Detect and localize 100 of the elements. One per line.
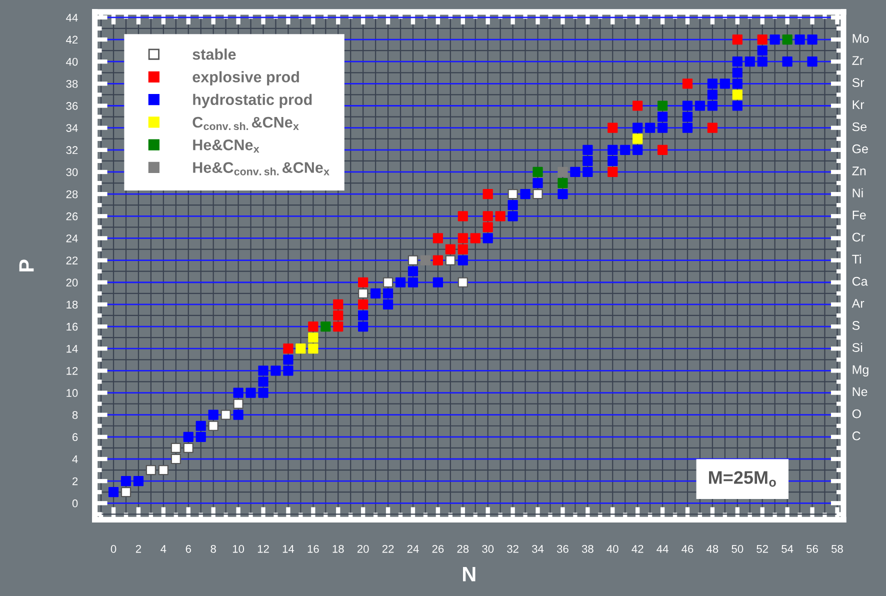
point <box>320 321 331 332</box>
point <box>208 420 218 431</box>
x-tick-label: 2 <box>136 545 142 553</box>
x-tick-label: 6 <box>186 545 191 553</box>
point <box>458 244 468 254</box>
y-tick-label: 6 <box>72 433 78 442</box>
point <box>482 189 493 200</box>
point <box>508 189 518 200</box>
point <box>458 277 468 288</box>
text: Ar <box>852 299 864 308</box>
legend-label: He&C$_{conv.sh.}$&CNe$_{x}$ <box>193 162 330 176</box>
point <box>657 144 668 155</box>
point <box>358 299 368 310</box>
x-tick-label: 32 <box>507 545 518 553</box>
text: Mg <box>852 365 868 377</box>
y-tick-label: 20 <box>66 278 78 287</box>
point <box>458 211 468 222</box>
x-tick-label: 24 <box>407 545 419 553</box>
x-tick-label: 34 <box>532 545 544 553</box>
text: Ne <box>852 387 868 396</box>
point <box>220 410 231 420</box>
point <box>333 299 344 310</box>
point <box>170 442 181 454</box>
text: Zr <box>852 56 864 65</box>
y-tick-label: 26 <box>66 212 78 220</box>
x-tick-label: 26 <box>432 545 444 553</box>
point <box>632 100 643 111</box>
point <box>408 255 418 266</box>
x-tick-label: 52 <box>756 545 768 553</box>
x-tick-label: 12 <box>258 545 269 553</box>
x-tick-label: 0 <box>110 545 116 553</box>
point <box>458 233 468 244</box>
y-tick-label: 16 <box>66 322 78 331</box>
point <box>420 255 431 266</box>
y-tick-label: 28 <box>66 190 78 198</box>
point <box>558 166 568 178</box>
point <box>732 90 742 100</box>
y-tick-label: 38 <box>66 80 78 88</box>
legend-label: explosive prod <box>192 71 299 86</box>
y-tick-label: 8 <box>72 411 78 419</box>
point <box>632 134 643 144</box>
text: S <box>852 321 860 330</box>
text: Ca <box>852 276 868 286</box>
point <box>333 321 344 332</box>
y-tick-label: 22 <box>66 256 78 264</box>
x-tick-label: 18 <box>332 545 344 553</box>
point <box>296 344 306 354</box>
y-tick-label: 34 <box>66 124 78 132</box>
legend-label: hydrostatic prod <box>193 94 312 108</box>
x-tick-label: 16 <box>308 545 319 553</box>
point <box>682 78 693 89</box>
text: C <box>852 431 860 440</box>
point <box>308 332 318 343</box>
y-tick-label: 36 <box>66 102 78 110</box>
y-tick-label: 0 <box>72 499 78 508</box>
point <box>170 454 181 464</box>
point <box>158 464 168 476</box>
y-tick-label: 44 <box>66 14 78 22</box>
x-tick-label: 8 <box>210 545 216 553</box>
text: Se <box>852 122 867 132</box>
x-tick-label: 14 <box>282 545 294 553</box>
text: Sr <box>852 78 864 88</box>
text: Ti <box>852 254 861 264</box>
text: Si <box>852 342 862 352</box>
x-tick-label: 20 <box>357 545 369 553</box>
x-tick-label: 56 <box>806 545 818 553</box>
point <box>432 233 443 244</box>
y-tick-label: 2 <box>72 477 78 486</box>
x-tick-label: 40 <box>606 545 618 553</box>
text: Zn <box>852 166 866 176</box>
text: Mo <box>852 34 869 43</box>
text: O <box>852 409 861 418</box>
y-tick-label: 40 <box>66 58 78 66</box>
x-tick-label: 44 <box>656 545 668 553</box>
legend-label: C$_{conv.sh.}$&CNe$_{x}$ <box>192 116 299 130</box>
point <box>358 277 368 288</box>
y-axis-title: P <box>19 260 34 272</box>
y-tick-label: 24 <box>66 234 78 242</box>
text: Fe <box>852 210 866 220</box>
y-tick-label: 30 <box>66 168 78 176</box>
text: Ni <box>852 188 863 198</box>
point <box>558 178 568 188</box>
x-tick-label: 50 <box>732 545 744 553</box>
x-tick-label: 54 <box>782 545 794 553</box>
point <box>358 288 368 298</box>
point <box>732 34 742 45</box>
point <box>707 122 718 133</box>
point <box>757 34 768 45</box>
point <box>470 233 480 244</box>
point <box>146 464 156 476</box>
point <box>283 344 294 354</box>
legend-label: He&CNe$_{x}$ <box>193 140 260 153</box>
x-tick-label: 58 <box>832 545 843 553</box>
point <box>233 398 244 409</box>
x-tick-label: 42 <box>632 545 644 553</box>
y-tick-label: 10 <box>66 389 78 397</box>
x-tick-label: 28 <box>457 545 469 553</box>
y-tick-label: 12 <box>66 366 78 375</box>
y-tick-label: 42 <box>66 36 78 44</box>
point <box>445 255 456 266</box>
